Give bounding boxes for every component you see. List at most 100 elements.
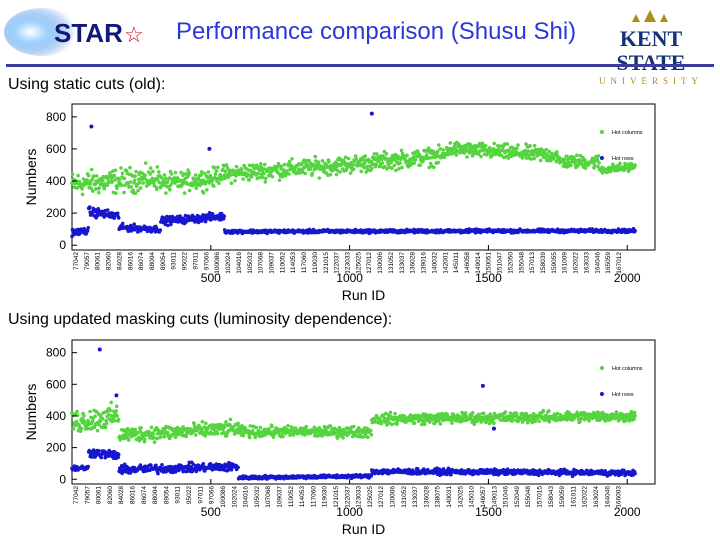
data-point: [122, 176, 127, 181]
data-point: [247, 435, 252, 440]
run-label: 140031: [446, 486, 453, 508]
run-label: 138075: [435, 486, 442, 508]
data-point: [398, 161, 402, 165]
data-point: [287, 159, 292, 164]
run-label: 125025: [355, 252, 362, 274]
run-label: 95022: [182, 252, 189, 270]
data-point: [94, 174, 99, 178]
run-label: 95022: [186, 486, 193, 504]
data-point: [428, 161, 433, 166]
data-point: [343, 155, 348, 160]
data-point: [108, 408, 112, 413]
data-point: [115, 211, 120, 216]
data-point: [578, 153, 583, 158]
data-point: [614, 410, 619, 414]
data-point: [264, 176, 268, 181]
run-label: 102024: [225, 252, 232, 274]
run-label: 122037: [344, 486, 351, 508]
run-label: 123033: [356, 486, 363, 508]
data-point: [346, 156, 351, 161]
data-point: [361, 435, 366, 439]
data-point: [515, 146, 519, 151]
y-axis-label: Numbers: [23, 384, 39, 441]
data-point: [438, 422, 443, 426]
run-label: 162022: [582, 486, 589, 508]
legend-label: Hot columns: [612, 130, 643, 136]
caption-updated-cuts: Using updated masking cuts (luminosity d…: [8, 311, 393, 328]
data-point: [380, 157, 384, 161]
run-label: 80061: [96, 486, 103, 504]
data-point: [106, 413, 111, 417]
data-point: [184, 434, 188, 439]
data-point: [182, 191, 187, 195]
data-point: [79, 426, 84, 431]
data-point: [454, 153, 459, 157]
data-point: [97, 423, 101, 427]
data-point: [520, 420, 525, 424]
data-point: [129, 184, 133, 189]
data-point: [520, 156, 525, 160]
run-label: 140032: [431, 252, 438, 274]
run-label: 117060: [301, 252, 308, 274]
y-tick-label: 0: [59, 472, 66, 486]
data-point: [137, 180, 142, 185]
data-point: [333, 426, 337, 431]
legend-marker: [599, 130, 604, 134]
data-point: [622, 168, 626, 173]
data-point: [457, 143, 462, 147]
run-label: 131052: [388, 252, 395, 274]
data-point: [175, 425, 180, 430]
data-point: [334, 160, 338, 164]
run-label: 149014: [475, 252, 482, 274]
data-point: [106, 177, 110, 181]
data-point: [378, 164, 383, 168]
data-point: [94, 409, 99, 414]
data-point: [239, 168, 244, 172]
legend-label: Hot rows: [612, 392, 634, 398]
run-label: 158039: [540, 252, 547, 274]
data-point: [499, 153, 504, 158]
data-point: [543, 155, 548, 159]
legend-marker: [599, 156, 604, 160]
data-point: [107, 180, 111, 184]
data-point: [351, 424, 356, 429]
run-label: 119030: [312, 252, 319, 274]
data-point: [151, 169, 155, 174]
run-label: 142025: [457, 486, 464, 508]
data-point: [299, 162, 304, 167]
data-point: [449, 472, 453, 477]
run-label: 155048: [518, 252, 525, 274]
data-point: [356, 426, 361, 430]
data-point: [215, 431, 220, 436]
data-point: [390, 166, 394, 170]
data-point: [629, 162, 634, 166]
run-label: 93011: [171, 252, 178, 270]
data-point: [95, 180, 100, 185]
data-point: [82, 413, 86, 418]
run-label: 80061: [95, 252, 102, 270]
data-point: [633, 229, 637, 233]
data-point: [370, 166, 374, 171]
data-point: [191, 462, 195, 466]
data-point: [236, 421, 240, 426]
data-point: [303, 171, 308, 176]
data-point: [420, 422, 424, 427]
data-point: [369, 474, 374, 478]
run-label: 131052: [401, 486, 408, 508]
data-point: [380, 161, 385, 165]
data-point: [477, 141, 482, 146]
data-point: [96, 449, 101, 453]
data-point: [81, 418, 86, 422]
data-point: [269, 170, 273, 175]
data-point: [633, 471, 637, 476]
kent-state-logo: KENT STATE UNIVERSITY: [588, 8, 714, 86]
data-point: [203, 434, 208, 438]
y-tick-label: 200: [46, 206, 66, 220]
data-point: [229, 181, 234, 185]
data-point: [251, 163, 255, 167]
data-point: [100, 416, 105, 421]
data-point: [506, 156, 511, 160]
data-point: [538, 158, 543, 163]
data-point: [280, 174, 285, 179]
data-point: [452, 144, 457, 149]
